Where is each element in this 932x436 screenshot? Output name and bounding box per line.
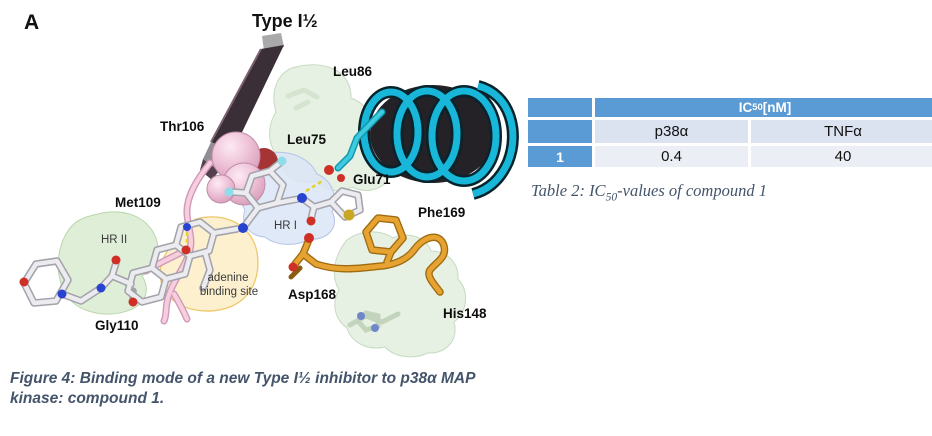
label-leu75: Leu75 (287, 132, 327, 147)
table-caption-sub: 50 (605, 191, 618, 204)
table-header-ic50: IC 50 [nM] (595, 98, 932, 117)
label-adenine-1: adenine (208, 272, 249, 284)
binding-mode-figure: A Type I½ Thr106 Leu86 Leu75 Glu71 Met10… (19, 11, 519, 358)
table-caption-prefix: Table 2: IC (531, 181, 606, 200)
label-leu86: Leu86 (333, 64, 373, 79)
table-corner-cell (528, 98, 592, 117)
header-ic: IC (738, 100, 753, 115)
column-header-p38a: p38α (595, 120, 748, 143)
label-gly110: Gly110 (95, 318, 139, 333)
hydrogen-bond-dashes (185, 178, 325, 246)
label-phe169: Phe169 (418, 205, 465, 220)
label-hr2: HR II (101, 234, 127, 246)
dfg-orange-segment (288, 214, 449, 296)
label-thr106: Thr106 (160, 119, 205, 134)
row-label-compound1: 1 (528, 146, 592, 167)
value-p38a: 0.4 (595, 146, 748, 167)
his148-sticks (347, 310, 401, 333)
figure-caption-line2: kinase: compound 1. (10, 390, 165, 407)
leu-sticks (285, 87, 320, 111)
figure-caption-line1: Figure 4: Binding mode of a new Type I½ … (10, 370, 476, 387)
panel-label: A (24, 11, 39, 34)
value-tnfa: 40 (751, 146, 932, 167)
table-stub-cell (528, 120, 592, 143)
label-met109: Met109 (115, 195, 161, 210)
label-adenine-2: binding site (200, 286, 258, 298)
label-his148: His148 (443, 306, 487, 321)
table-caption-suffix: -values of compound 1 (617, 181, 767, 200)
table-caption: Table 2: IC50-values of compound 1 (531, 181, 931, 204)
alpha-helix (358, 80, 519, 200)
glu71-sticks (324, 108, 386, 182)
ic50-table: IC 50 [nM] p38α TNFα 1 0.4 40 (528, 98, 932, 167)
figure-title: Type I½ (252, 11, 318, 31)
figure-caption: Figure 4: Binding mode of a new Type I½ … (10, 369, 530, 409)
label-glu71: Glu71 (353, 172, 391, 187)
header-unit: [nM] (762, 100, 792, 115)
label-hr1: HR I (274, 220, 297, 232)
column-header-tnfa: TNFα (751, 120, 932, 143)
compound1-ligand (19, 156, 364, 307)
label-asp168: Asp168 (288, 287, 337, 302)
